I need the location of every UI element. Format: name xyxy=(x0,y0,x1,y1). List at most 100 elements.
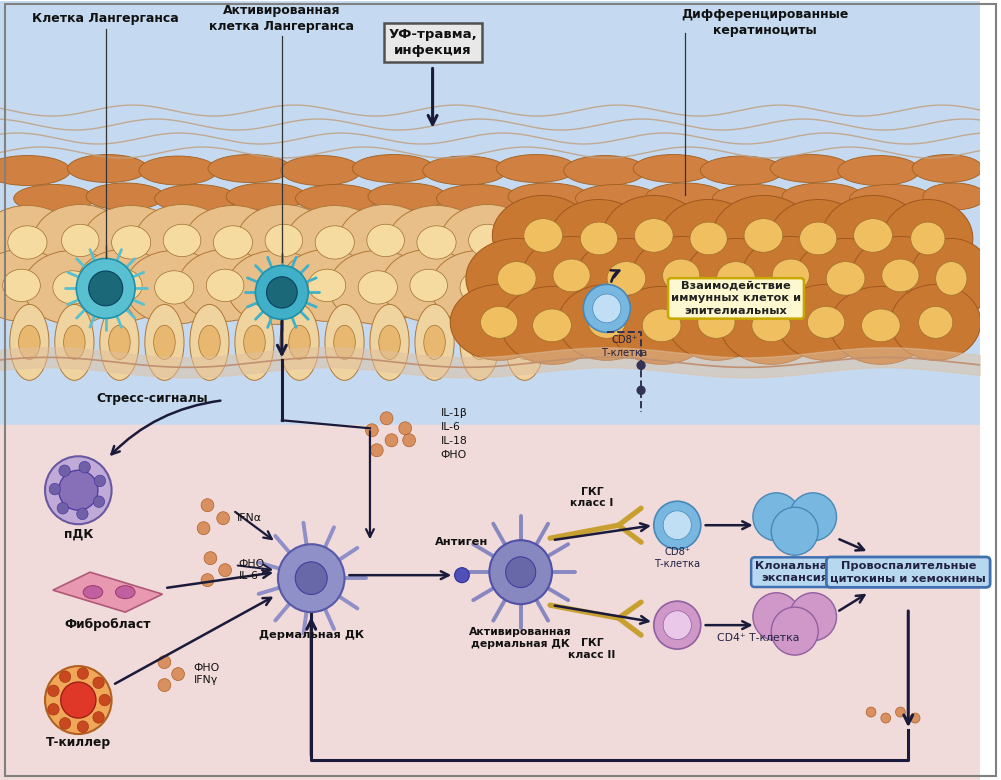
Ellipse shape xyxy=(213,225,252,259)
Ellipse shape xyxy=(558,285,656,360)
Circle shape xyxy=(402,434,415,447)
Circle shape xyxy=(45,666,111,734)
Ellipse shape xyxy=(480,307,518,339)
Ellipse shape xyxy=(772,259,810,292)
Ellipse shape xyxy=(325,304,364,381)
Ellipse shape xyxy=(492,196,594,275)
Ellipse shape xyxy=(83,586,103,598)
Circle shape xyxy=(59,470,98,510)
Circle shape xyxy=(654,502,701,549)
Ellipse shape xyxy=(184,205,282,279)
Circle shape xyxy=(172,668,184,681)
Ellipse shape xyxy=(489,205,588,279)
Circle shape xyxy=(295,562,327,594)
Text: Дифференцированные
кератиноциты: Дифференцированные кератиноциты xyxy=(682,8,849,37)
Circle shape xyxy=(158,679,171,692)
Ellipse shape xyxy=(235,304,274,381)
Ellipse shape xyxy=(800,222,837,255)
Ellipse shape xyxy=(422,156,507,185)
Ellipse shape xyxy=(721,286,822,364)
Ellipse shape xyxy=(227,250,325,324)
Ellipse shape xyxy=(512,269,550,302)
Ellipse shape xyxy=(387,205,485,279)
Ellipse shape xyxy=(589,307,626,339)
Ellipse shape xyxy=(145,304,184,381)
Circle shape xyxy=(158,656,171,668)
Ellipse shape xyxy=(104,269,142,302)
Circle shape xyxy=(896,707,905,717)
Circle shape xyxy=(365,424,378,437)
Ellipse shape xyxy=(358,271,397,304)
Ellipse shape xyxy=(82,205,180,279)
Ellipse shape xyxy=(430,250,529,324)
Circle shape xyxy=(201,573,214,587)
Ellipse shape xyxy=(717,261,756,295)
Ellipse shape xyxy=(308,269,345,302)
Text: ГКГ
класс I: ГКГ класс I xyxy=(571,487,614,509)
Ellipse shape xyxy=(417,225,456,259)
Circle shape xyxy=(654,601,701,649)
Text: Взаимодействие
иммунных клеток и
эпителиальных: Взаимодействие иммунных клеток и эпители… xyxy=(671,281,801,316)
Ellipse shape xyxy=(508,183,589,210)
Text: ФНО
IFNγ: ФНО IFNγ xyxy=(194,663,220,686)
Ellipse shape xyxy=(135,204,229,276)
Ellipse shape xyxy=(634,154,714,183)
Ellipse shape xyxy=(910,239,992,318)
Ellipse shape xyxy=(533,309,572,342)
Ellipse shape xyxy=(208,154,291,183)
Ellipse shape xyxy=(286,205,383,279)
Ellipse shape xyxy=(243,325,265,360)
Ellipse shape xyxy=(713,185,795,212)
Ellipse shape xyxy=(86,183,164,210)
Ellipse shape xyxy=(280,250,373,321)
Circle shape xyxy=(45,456,111,524)
Ellipse shape xyxy=(690,222,727,255)
Text: Активированная
дермальная ДК: Активированная дермальная ДК xyxy=(469,627,572,649)
Circle shape xyxy=(638,361,645,370)
Ellipse shape xyxy=(698,307,735,339)
Ellipse shape xyxy=(742,236,840,314)
Ellipse shape xyxy=(633,236,730,314)
Circle shape xyxy=(454,568,469,583)
Ellipse shape xyxy=(76,250,170,321)
Ellipse shape xyxy=(830,286,932,364)
Circle shape xyxy=(93,711,104,723)
Ellipse shape xyxy=(635,218,673,252)
Ellipse shape xyxy=(415,304,454,381)
Text: ФНО
IL-6: ФНО IL-6 xyxy=(239,559,265,581)
Circle shape xyxy=(204,551,217,565)
Text: УФ-травма,
инфекция: УФ-травма, инфекция xyxy=(388,28,476,57)
Ellipse shape xyxy=(288,325,310,360)
Ellipse shape xyxy=(668,285,766,360)
Circle shape xyxy=(77,508,88,519)
Ellipse shape xyxy=(3,269,40,302)
Ellipse shape xyxy=(163,225,201,257)
Ellipse shape xyxy=(576,239,678,318)
Circle shape xyxy=(771,607,818,655)
Circle shape xyxy=(49,484,60,495)
Ellipse shape xyxy=(854,218,892,252)
Ellipse shape xyxy=(368,183,446,210)
Circle shape xyxy=(398,422,411,434)
Ellipse shape xyxy=(852,236,949,314)
Ellipse shape xyxy=(256,271,295,304)
Ellipse shape xyxy=(663,259,700,292)
Ellipse shape xyxy=(154,185,237,212)
Circle shape xyxy=(94,475,106,487)
Ellipse shape xyxy=(198,325,220,360)
Ellipse shape xyxy=(496,154,577,183)
Circle shape xyxy=(48,685,59,697)
Ellipse shape xyxy=(329,250,426,324)
Circle shape xyxy=(59,465,70,477)
Ellipse shape xyxy=(370,304,409,381)
Text: пДК: пДК xyxy=(64,528,93,541)
Text: CD8⁺
Т-клетка: CD8⁺ Т-клетка xyxy=(602,335,648,358)
Ellipse shape xyxy=(10,304,49,381)
Ellipse shape xyxy=(912,154,983,183)
Circle shape xyxy=(910,713,920,723)
Ellipse shape xyxy=(744,218,783,252)
Circle shape xyxy=(506,557,536,587)
Ellipse shape xyxy=(911,222,945,255)
Ellipse shape xyxy=(154,325,175,360)
Ellipse shape xyxy=(14,185,94,212)
